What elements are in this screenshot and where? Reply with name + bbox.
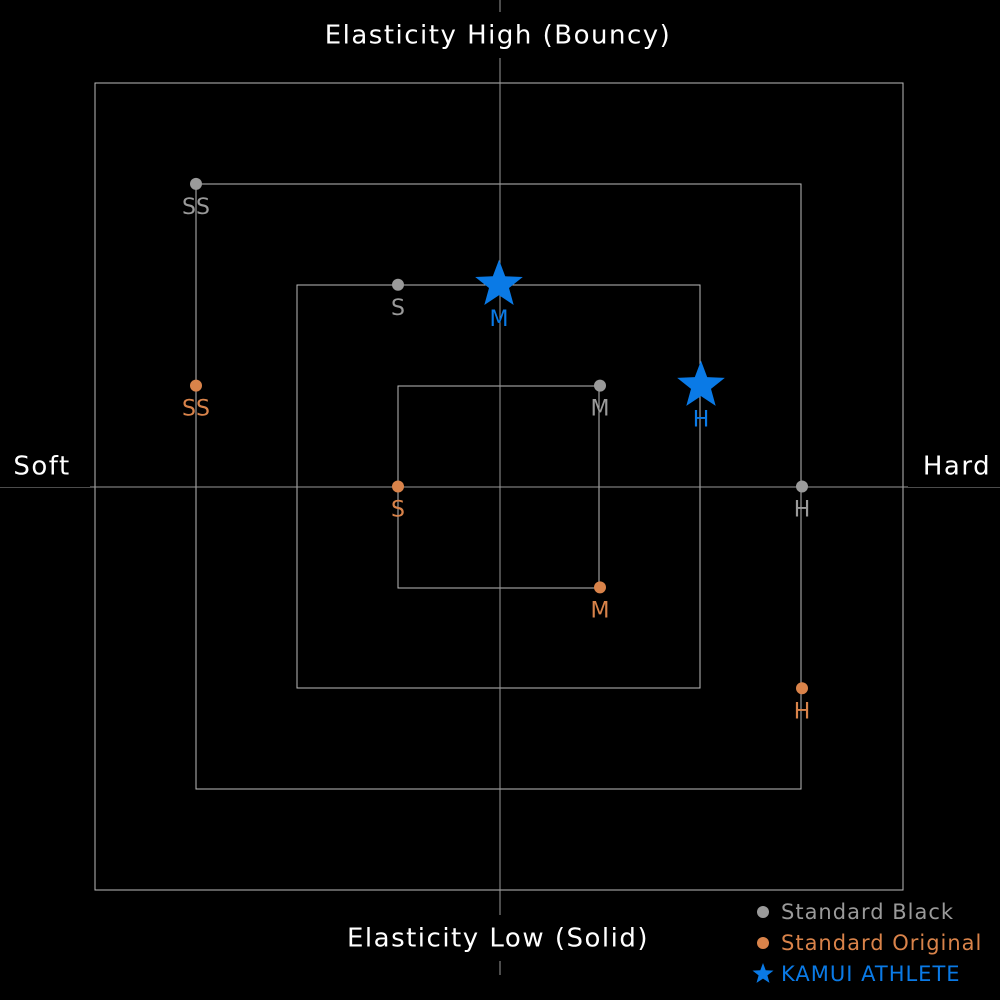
point-label: H bbox=[794, 699, 811, 724]
legend-label: KAMUI ATHLETE bbox=[781, 962, 961, 986]
title-bg bbox=[908, 445, 1000, 487]
point-label: M bbox=[591, 397, 610, 422]
dot-point bbox=[392, 278, 404, 291]
dot-point bbox=[190, 379, 202, 392]
right-label: Hard bbox=[923, 452, 991, 482]
point-label: M bbox=[490, 307, 509, 332]
point-label: H bbox=[794, 498, 811, 523]
legend-marker bbox=[757, 937, 769, 949]
dot-point bbox=[594, 379, 606, 392]
dot-point bbox=[594, 581, 606, 594]
point-label: M bbox=[591, 598, 610, 623]
dot-point bbox=[796, 682, 808, 695]
dot-point bbox=[392, 480, 404, 493]
legend-label: Standard Black bbox=[781, 900, 954, 924]
point-label: S bbox=[391, 498, 405, 523]
top-label: Elasticity High (Bouncy) bbox=[325, 21, 672, 51]
point-label: SS bbox=[182, 397, 210, 422]
point-label: S bbox=[391, 296, 405, 321]
legend-label: Standard Original bbox=[781, 931, 982, 955]
title-bg bbox=[320, 915, 680, 961]
dot-point bbox=[796, 480, 808, 493]
star-point bbox=[677, 360, 725, 406]
dot-point bbox=[190, 177, 202, 190]
title-bg bbox=[0, 445, 90, 487]
point-label: SS bbox=[182, 195, 210, 220]
legend-marker bbox=[757, 906, 769, 918]
bottom-label: Elasticity Low (Solid) bbox=[347, 924, 649, 954]
legend-marker bbox=[752, 963, 774, 983]
star-point bbox=[475, 259, 523, 305]
point-label: H bbox=[693, 408, 710, 433]
left-label: Soft bbox=[13, 452, 70, 482]
title-bg bbox=[300, 12, 700, 58]
